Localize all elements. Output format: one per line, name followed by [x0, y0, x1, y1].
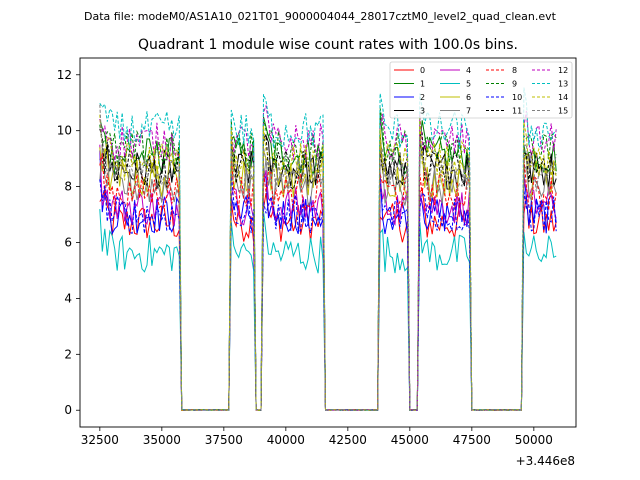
- plot-area: [79, 57, 577, 428]
- legend-label-0: 0: [420, 66, 425, 75]
- legend-label-9: 9: [512, 80, 517, 89]
- legend-box: [389, 61, 573, 119]
- y-tick-label: 2: [64, 347, 72, 361]
- y-tick-label: 8: [64, 180, 72, 194]
- legend-label-12: 12: [558, 66, 568, 75]
- series-line-14: [99, 114, 557, 411]
- series-lines: [99, 87, 557, 411]
- legend-label-10: 10: [512, 93, 522, 102]
- y-tick-label: 0: [64, 403, 72, 417]
- x-tick-label: 45000: [391, 433, 429, 447]
- x-tick-label: 37500: [205, 433, 243, 447]
- x-tick-label: 42500: [329, 433, 367, 447]
- x-tick-label: 50000: [515, 433, 553, 447]
- legend-label-13: 13: [558, 80, 568, 89]
- chart-title: Quadrant 1 module wise count rates with …: [138, 37, 518, 53]
- suptitle: Data file: modeM0/AS1A10_021T01_90000040…: [84, 10, 557, 23]
- legend-label-3: 3: [420, 107, 425, 116]
- legend-label-5: 5: [466, 80, 471, 89]
- legend-label-8: 8: [512, 66, 517, 75]
- legend-label-14: 14: [558, 93, 568, 102]
- y-tick-label: 10: [57, 124, 72, 138]
- legend-label-6: 6: [466, 93, 471, 102]
- x-tick-label: 40000: [267, 433, 305, 447]
- x-offset-label: +3.446e8: [516, 454, 575, 468]
- x-tick-label: 32500: [81, 433, 119, 447]
- y-axis: 0 2 4 6 8 10 12: [57, 68, 80, 417]
- legend-label-2: 2: [420, 93, 425, 102]
- legend-label-1: 1: [420, 80, 425, 89]
- x-tick-label: 35000: [143, 433, 181, 447]
- y-tick-label: 6: [64, 236, 72, 250]
- x-axis: 32500 35000 37500 40000 42500 45000 47500 50000: [81, 427, 553, 447]
- x-tick-label: 47500: [453, 433, 491, 447]
- y-tick-label: 12: [57, 68, 72, 82]
- y-tick-label: 4: [64, 291, 72, 305]
- legend-label-15: 15: [558, 107, 568, 116]
- legend-label-4: 4: [466, 66, 471, 75]
- legend-label-7: 7: [466, 107, 471, 116]
- series-line-15: [99, 104, 557, 411]
- legend-label-11: 11: [512, 107, 522, 116]
